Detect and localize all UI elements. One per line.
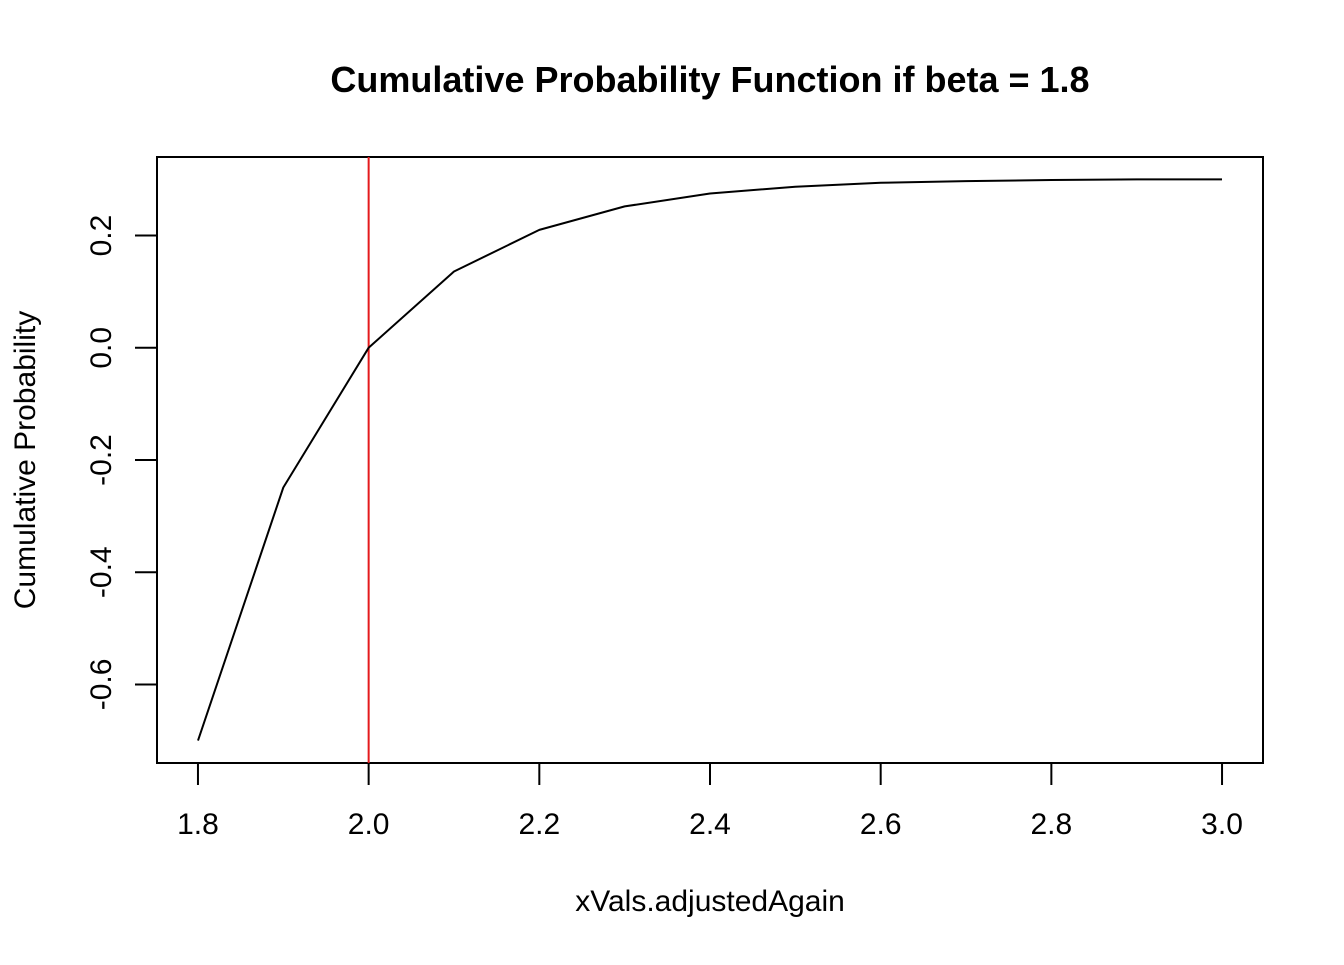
x-tick-label: 2.8 — [1030, 808, 1072, 841]
data-series — [197, 178, 1222, 741]
y-tick-label: -0.6 — [85, 659, 118, 711]
y-tick-label: -0.4 — [85, 546, 118, 598]
x-tick-label: 2.0 — [348, 808, 390, 841]
y-tick-label: 0.0 — [85, 327, 118, 369]
x-tick-label: 2.2 — [518, 808, 560, 841]
series-line — [197, 178, 1222, 741]
x-tick-label: 2.4 — [689, 808, 731, 841]
chart-title: Cumulative Probability Function if beta … — [330, 59, 1089, 100]
x-axis-label: xVals.adjustedAgain — [575, 885, 845, 918]
x-axis: 1.8 2.0 2.2 2.4 2.6 2.8 3.0 — [177, 762, 1243, 841]
plot-frame — [156, 156, 1264, 764]
x-tick-label: 1.8 — [177, 808, 219, 841]
x-tick-label: 2.6 — [860, 808, 902, 841]
x-tick-label: 3.0 — [1201, 808, 1243, 841]
y-axis: -0.6 -0.4 -0.2 0.0 0.2 — [85, 215, 158, 711]
y-tick-label: 0.2 — [85, 215, 118, 257]
y-axis-label: Cumulative Probability — [9, 311, 42, 609]
y-tick-label: -0.2 — [85, 434, 118, 486]
